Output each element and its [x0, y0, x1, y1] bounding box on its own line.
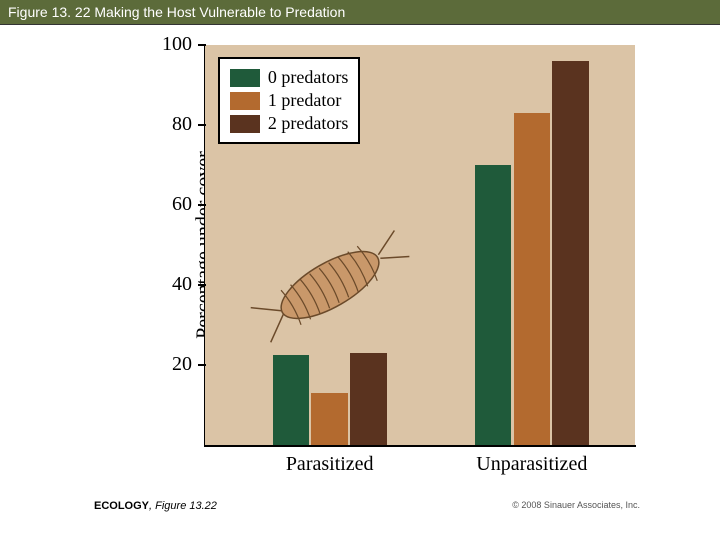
figure-caption: ECOLOGY, Figure 13.22 [94, 500, 217, 512]
bar [552, 61, 589, 445]
bar [514, 113, 551, 445]
y-tick [198, 364, 206, 366]
x-category-label: Unparasitized [442, 453, 622, 476]
x-category-label: Parasitized [240, 453, 420, 476]
y-tick [198, 284, 206, 286]
legend-label: 0 predators [268, 67, 348, 88]
legend-item: 0 predators [230, 67, 348, 88]
y-tick-label: 40 [150, 273, 192, 296]
y-tick [198, 124, 206, 126]
legend-label: 2 predators [268, 113, 348, 134]
copyright: © 2008 Sinauer Associates, Inc. [512, 500, 640, 510]
plot-area: 0 predators1 predator2 predators [205, 45, 635, 445]
caption-rest: , Figure 13.22 [149, 500, 217, 512]
isopod-illustration [245, 225, 415, 345]
y-tick-label: 20 [150, 353, 192, 376]
figure-container: Percentage under cover 0 predators1 pred… [90, 25, 645, 525]
bar [273, 355, 310, 445]
y-tick-label: 100 [150, 33, 192, 56]
y-tick-label: 60 [150, 193, 192, 216]
legend: 0 predators1 predator2 predators [218, 57, 360, 144]
legend-item: 2 predators [230, 113, 348, 134]
legend-swatch [230, 115, 260, 133]
legend-label: 1 predator [268, 90, 341, 111]
legend-swatch [230, 92, 260, 110]
caption-bold: ECOLOGY [94, 500, 149, 512]
y-tick [198, 204, 206, 206]
bar [350, 353, 387, 445]
title-bar: Figure 13. 22 Making the Host Vulnerable… [0, 0, 720, 25]
y-tick-label: 80 [150, 113, 192, 136]
x-axis-line [204, 445, 636, 447]
legend-item: 1 predator [230, 90, 348, 111]
legend-swatch [230, 69, 260, 87]
y-tick [198, 44, 206, 46]
bar [475, 165, 512, 445]
bar [311, 393, 348, 445]
